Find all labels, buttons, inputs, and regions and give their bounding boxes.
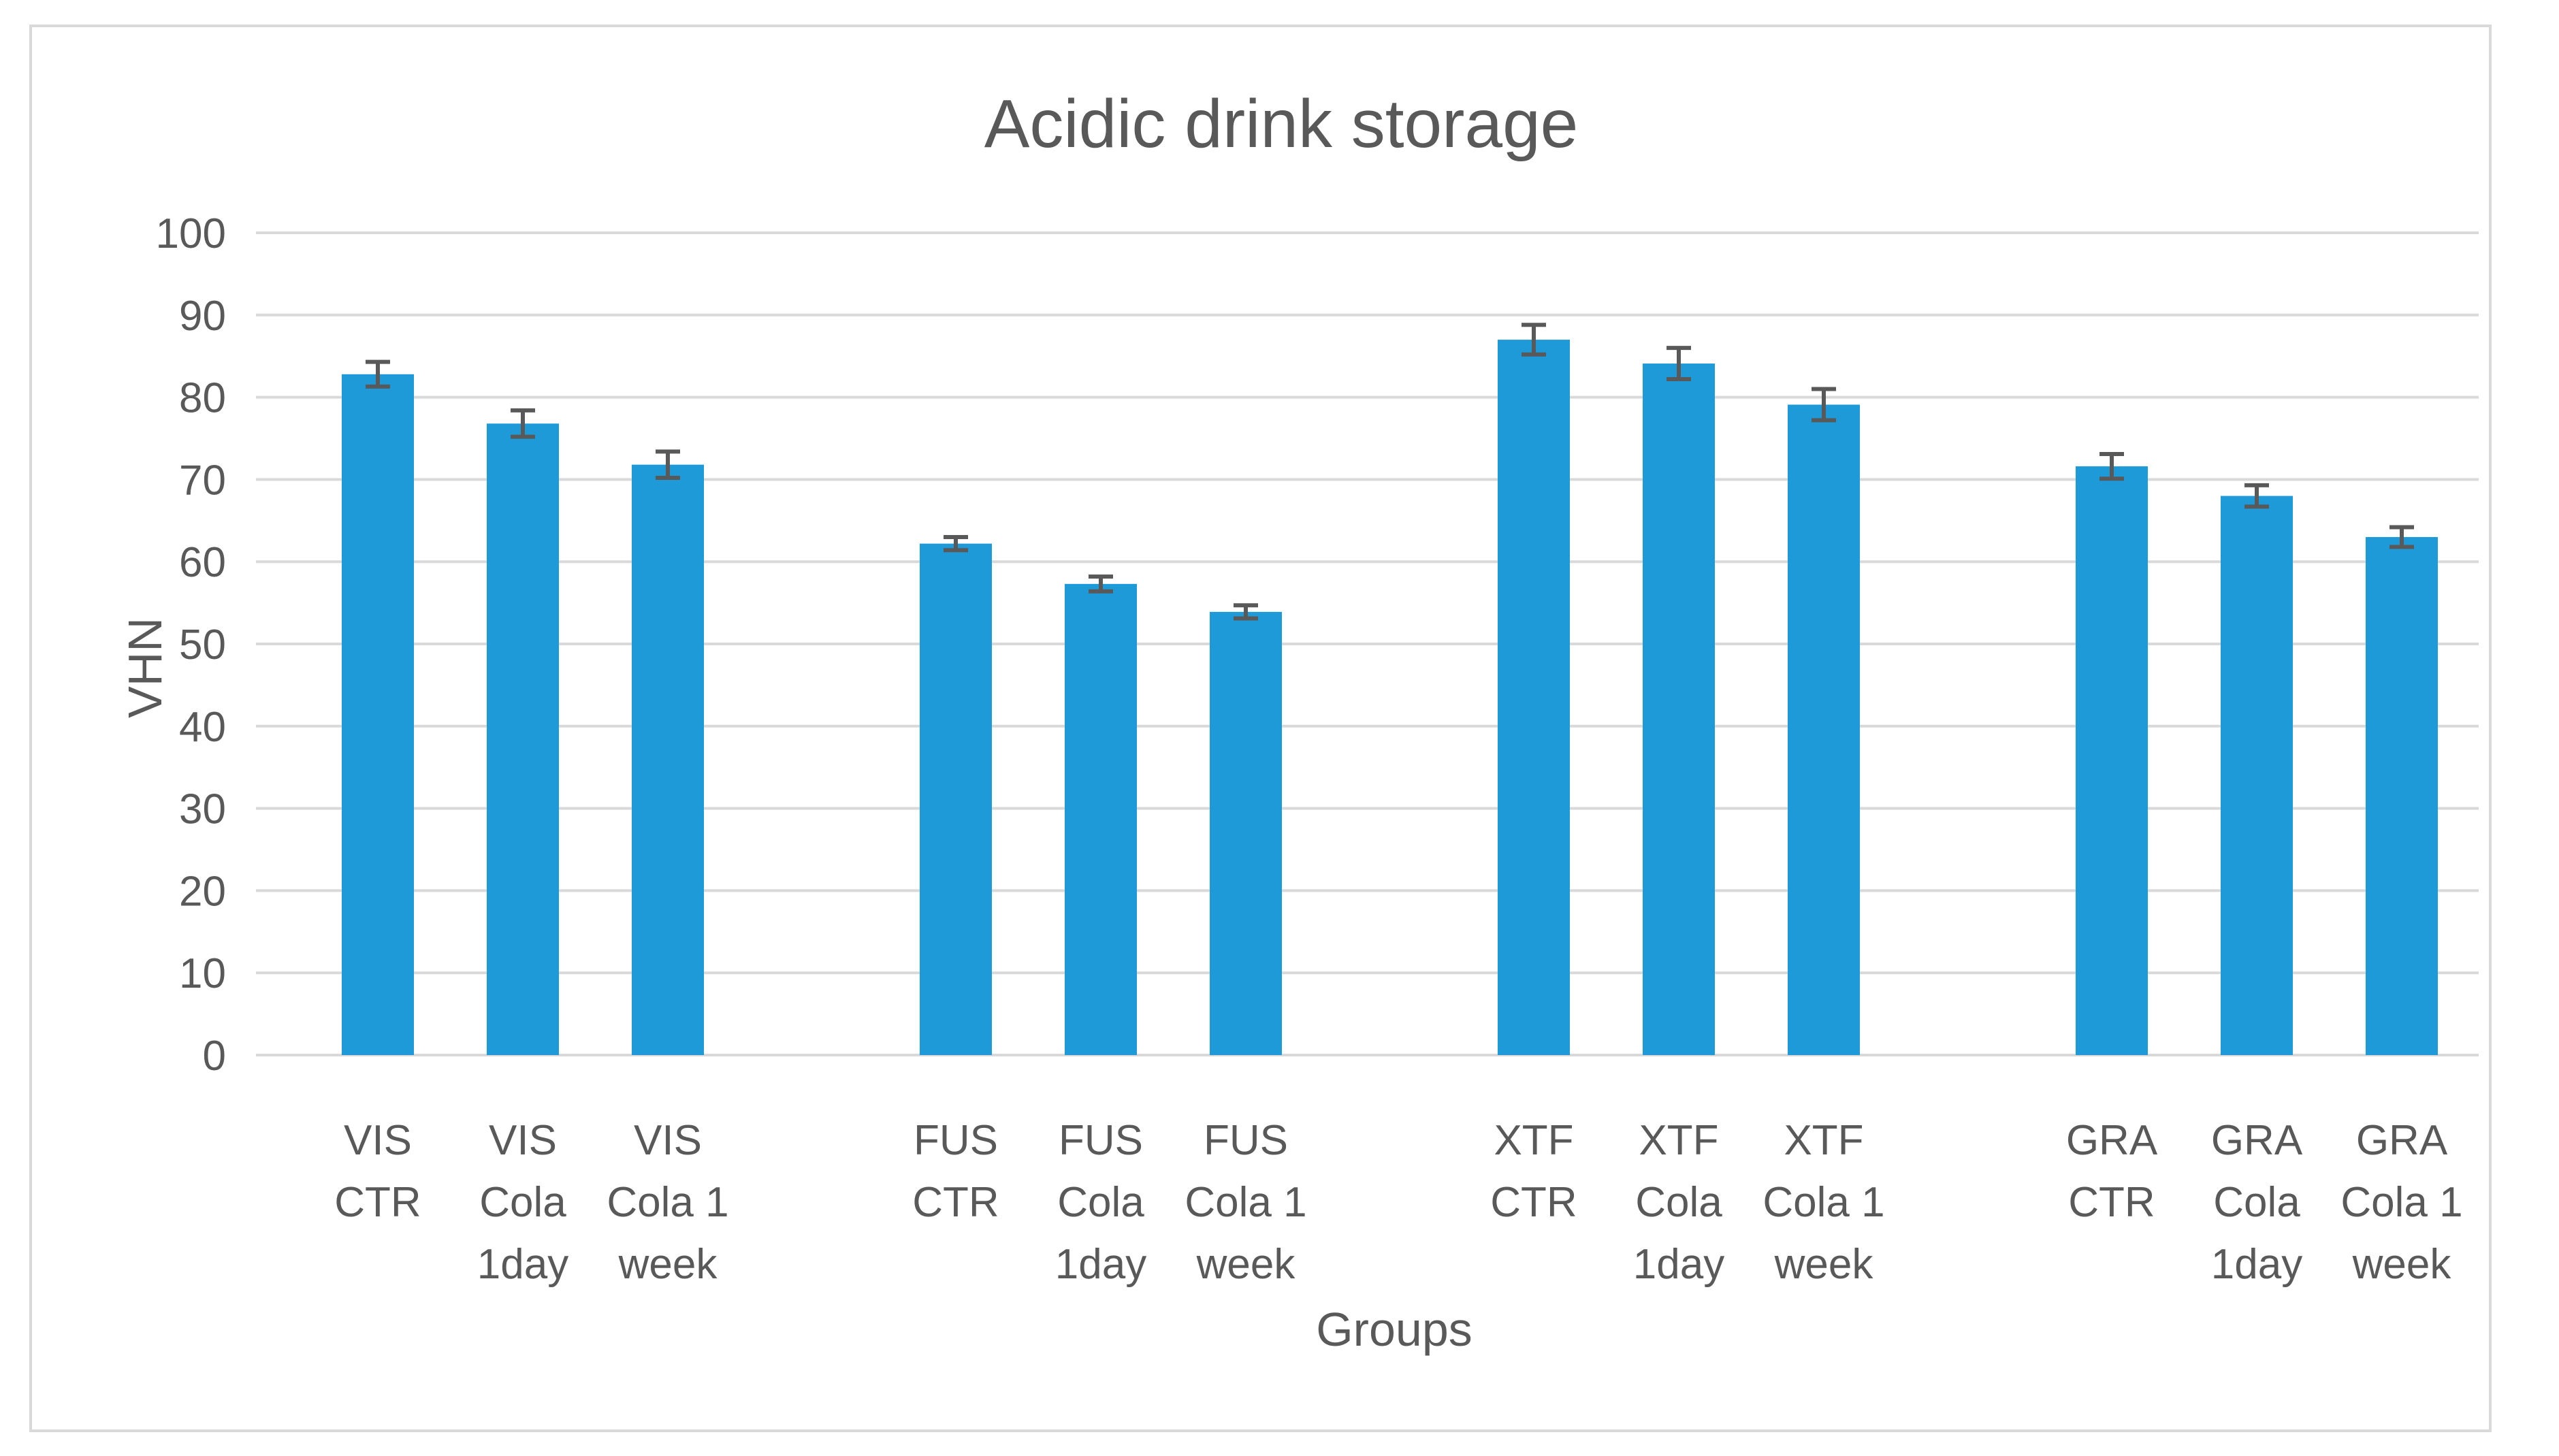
x-category-label: XTF	[1784, 1117, 1863, 1164]
y-axis-title: VHN	[118, 617, 172, 718]
x-category-label: VIS	[344, 1117, 412, 1164]
error-bar	[1667, 346, 1691, 382]
bar	[1210, 611, 1282, 1055]
bar	[2076, 466, 2148, 1055]
error-bars	[366, 323, 2414, 621]
x-category-label: XTF	[1639, 1117, 1718, 1164]
y-tick-label: 70	[179, 457, 226, 504]
y-tick-label: 40	[179, 704, 226, 751]
x-category-label: CTR	[334, 1179, 421, 1226]
x-category-label: FUS	[914, 1117, 998, 1164]
x-category-label: 1day	[2211, 1241, 2302, 1288]
x-category-label: GRA	[2211, 1117, 2303, 1164]
error-bar	[2099, 451, 2124, 481]
bar	[487, 423, 559, 1055]
x-category-label: CTR	[2068, 1179, 2155, 1226]
bars	[342, 340, 2438, 1055]
bar	[632, 464, 704, 1055]
x-category-label: week	[618, 1241, 718, 1288]
y-tick-label: 80	[179, 375, 226, 422]
x-category-label: Cola 1	[1185, 1179, 1306, 1226]
bar-chart: Acidic drink storage 0 10 20 30 40 50 60 70 80 90…	[118, 86, 2479, 1356]
x-category-label: Cola	[2213, 1179, 2300, 1226]
bar	[342, 374, 414, 1055]
error-bar	[2244, 483, 2269, 509]
x-axis-title: Groups	[1316, 1303, 1472, 1356]
y-tick-label: 20	[179, 868, 226, 915]
x-category-label: GRA	[2356, 1117, 2448, 1164]
x-category-label: 1day	[1055, 1241, 1146, 1288]
x-axis-categories: VIS CTR VIS Cola 1day VIS Cola 1 week FUS CTR FUS C…	[334, 1117, 2462, 1288]
error-bar	[366, 359, 390, 389]
y-tick-label: 0	[203, 1033, 226, 1080]
x-category-label: Cola 1	[2340, 1179, 2462, 1226]
x-category-label: FUS	[1204, 1117, 1288, 1164]
y-tick-label: 30	[179, 786, 226, 833]
x-category-label: XTF	[1494, 1117, 1573, 1164]
x-category-label: GRA	[2066, 1117, 2158, 1164]
error-bar	[656, 449, 680, 480]
error-bar	[1234, 603, 1258, 621]
error-bar	[511, 408, 535, 439]
y-tick-label: 60	[179, 539, 226, 586]
chart-title: Acidic drink storage	[984, 86, 1579, 162]
y-tick-label: 50	[179, 621, 226, 668]
x-category-label: Cola	[1635, 1179, 1722, 1226]
bar	[1643, 363, 1715, 1055]
x-category-label: FUS	[1059, 1117, 1143, 1164]
y-tick-label: 10	[179, 950, 226, 997]
x-category-label: week	[1196, 1241, 1296, 1288]
x-category-label: VIS	[489, 1117, 557, 1164]
x-category-label: Cola	[1057, 1179, 1144, 1226]
bar	[1788, 404, 1860, 1055]
chart-frame: Acidic drink storage 0 10 20 30 40 50 60 70 80 90…	[29, 25, 2492, 1432]
x-category-label: VIS	[634, 1117, 702, 1164]
error-bar	[1812, 387, 1836, 423]
x-category-label: CTR	[912, 1179, 999, 1226]
x-category-label: 1day	[1633, 1241, 1724, 1288]
y-tick-label: 90	[179, 293, 226, 340]
y-axis-ticks: 0 10 20 30 40 50 60 70 80 90 100	[156, 210, 226, 1080]
bar	[1065, 583, 1137, 1055]
bar	[920, 543, 992, 1055]
x-category-label: week	[2352, 1241, 2452, 1288]
x-category-label: CTR	[1490, 1179, 1577, 1226]
bar	[2221, 496, 2293, 1055]
y-tick-label: 100	[156, 210, 226, 257]
x-category-label: week	[1774, 1241, 1874, 1288]
bar	[2366, 536, 2438, 1055]
gridlines	[256, 231, 2479, 1056]
x-category-label: Cola	[479, 1179, 566, 1226]
error-bar	[944, 534, 968, 553]
error-bar	[2389, 525, 2414, 549]
bar	[1498, 340, 1570, 1055]
x-category-label: Cola 1	[607, 1179, 728, 1226]
error-bar	[1089, 574, 1113, 594]
error-bar	[1522, 323, 1546, 357]
x-category-label: 1day	[477, 1241, 568, 1288]
x-category-label: Cola 1	[1763, 1179, 1884, 1226]
